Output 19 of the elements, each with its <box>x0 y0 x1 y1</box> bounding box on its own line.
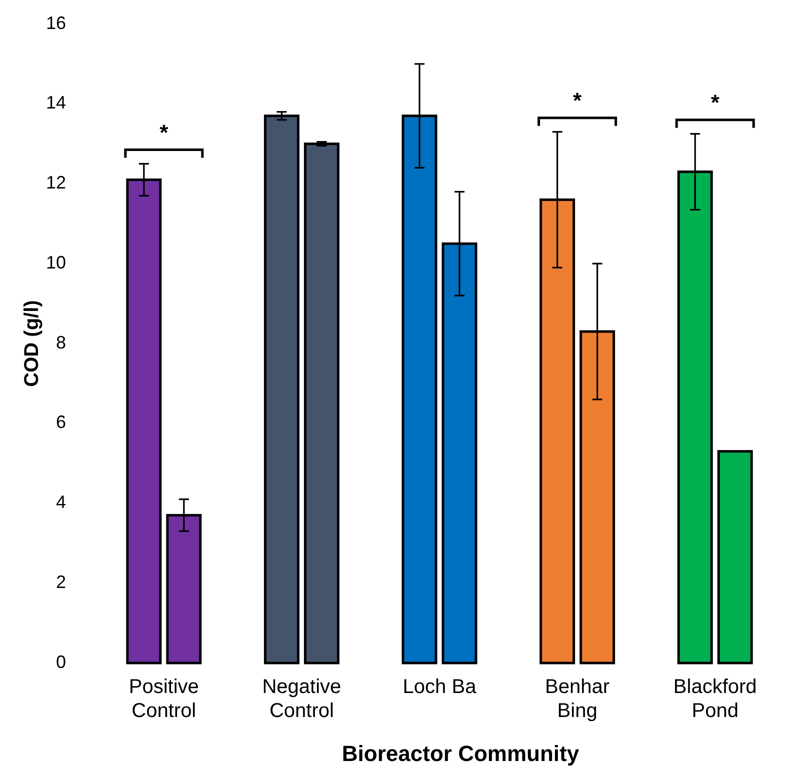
x-tick-label: Negative Control <box>262 676 342 722</box>
annotation: * <box>160 120 169 145</box>
x-tick-label: Positive Control <box>128 676 199 722</box>
x-axis-title: Bioreactor Community <box>342 741 580 766</box>
y-tick-label: 16 <box>46 12 66 33</box>
y-tick-label: 14 <box>46 92 66 113</box>
y-tick-label: 4 <box>56 492 66 512</box>
annotation: * <box>573 88 582 113</box>
y-axis-title: COD (g/l) <box>21 300 43 387</box>
x-tick-label: Benhar Bing <box>545 676 610 722</box>
y-tick-label: 2 <box>56 572 66 592</box>
y-tick-label: 10 <box>46 252 66 272</box>
x-tick-label: Blackford Pond <box>673 676 757 722</box>
y-tick-label: 12 <box>46 172 66 192</box>
y-tick-label: 0 <box>56 652 66 672</box>
y-tick-label: 6 <box>56 412 66 432</box>
x-tick-label: Loch Ba <box>402 676 478 698</box>
annotation: * <box>710 90 720 115</box>
y-tick-label: 8 <box>56 332 66 352</box>
